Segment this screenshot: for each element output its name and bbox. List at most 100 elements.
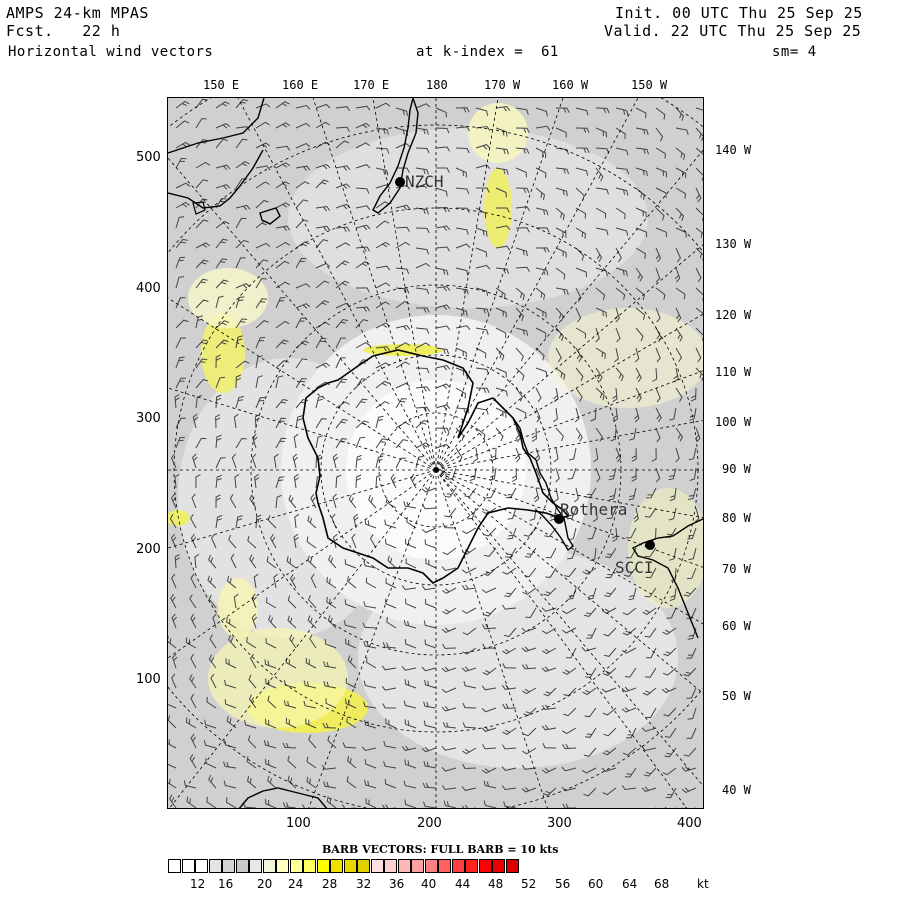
wind-barb	[455, 107, 470, 113]
wind-barb	[195, 394, 203, 409]
wind-barb	[424, 598, 437, 609]
wind-barb	[323, 680, 337, 689]
wind-barb	[369, 534, 377, 549]
wind-barb	[226, 617, 237, 629]
y-tick-label: 200	[136, 542, 161, 557]
wind-barb	[606, 507, 617, 519]
wind-barb	[212, 613, 217, 629]
wind-barb	[235, 138, 248, 149]
australia-south-coastline	[168, 149, 264, 209]
legend-tick-label: 12	[190, 877, 206, 891]
wind-barb	[381, 685, 397, 691]
wind-barb	[375, 201, 390, 209]
wind-barb	[171, 613, 177, 629]
wind-barb	[174, 553, 180, 569]
legend-color-cell	[492, 859, 505, 873]
wind-barb	[646, 487, 657, 499]
wind-barb	[455, 287, 469, 295]
wind-barb	[555, 807, 556, 808]
wind-barb	[306, 536, 317, 549]
wind-barb	[195, 219, 209, 229]
wind-barb	[662, 627, 677, 635]
wind-barb	[275, 417, 287, 429]
wind-barb	[695, 347, 702, 363]
wind-barb	[315, 103, 331, 109]
wind-barb	[415, 262, 431, 269]
wind-barb	[455, 167, 467, 178]
wind-barb	[568, 447, 577, 461]
legend-tick-label: 20	[257, 877, 273, 891]
wind-barb	[602, 707, 617, 716]
wind-barb	[626, 727, 637, 739]
wind-barb	[644, 627, 657, 638]
station-marker-rothera[interactable]	[554, 514, 564, 524]
legend-tick-label: 48	[488, 877, 504, 891]
wind-barb	[610, 427, 617, 442]
station-marker-nzch[interactable]	[395, 177, 405, 187]
wind-barb	[475, 367, 489, 375]
wind-barb	[210, 673, 217, 689]
wind-barb	[641, 786, 657, 792]
wind-barb	[675, 347, 683, 362]
wind-barb	[287, 755, 297, 769]
wind-barb	[522, 747, 537, 755]
wind-barb	[415, 386, 431, 392]
wind-barb	[327, 735, 337, 749]
wind-barb	[662, 806, 676, 808]
lon-label-right: 70 W	[722, 562, 751, 576]
wind-barb	[235, 239, 249, 249]
wind-barb	[266, 597, 277, 609]
wind-barb	[664, 727, 677, 738]
wind-barb	[415, 247, 429, 255]
wind-barb	[185, 717, 197, 729]
wind-barb	[675, 287, 686, 300]
wind-barb	[195, 339, 209, 349]
wind-barb	[575, 307, 582, 323]
wind-barb	[395, 382, 411, 389]
wind-barb	[455, 147, 470, 154]
wind-barb	[662, 667, 677, 676]
wind-barb	[555, 427, 564, 442]
wind-barb	[255, 259, 269, 269]
wind-barb	[615, 327, 621, 343]
wind-barb	[293, 473, 300, 489]
wind-barb	[621, 707, 637, 713]
wind-barb	[326, 576, 337, 589]
wind-barb	[375, 282, 391, 289]
wind-barb	[595, 427, 603, 442]
wind-barb	[669, 487, 677, 502]
wind-barb	[404, 638, 417, 649]
wind-barb	[635, 367, 642, 383]
wind-barb	[683, 747, 697, 757]
init-time: Init. 00 UTC Thu 25 Sep 25	[615, 4, 863, 22]
wind-barb	[626, 527, 637, 539]
wind-barb	[355, 224, 371, 231]
wind-barb	[555, 107, 570, 113]
wind-barb	[315, 300, 330, 309]
wind-barb	[670, 567, 677, 582]
wind-barb	[347, 755, 357, 769]
wind-barb	[461, 786, 477, 791]
wind-barb	[295, 181, 310, 189]
y-tick-label: 300	[136, 411, 161, 426]
wind-barb	[561, 766, 577, 772]
wind-barb	[535, 227, 550, 233]
wind-barb	[366, 657, 377, 669]
wind-barb	[355, 287, 370, 293]
station-marker-scci[interactable]	[645, 540, 655, 550]
wind-barb	[641, 727, 657, 732]
wind-barb	[623, 567, 637, 577]
wind-barb	[461, 567, 477, 574]
wind-barb	[503, 627, 517, 638]
wind-barb	[644, 587, 657, 598]
wind-barb	[473, 447, 479, 463]
wind-barb	[545, 547, 557, 559]
wind-barb	[631, 447, 637, 462]
wind-barb	[171, 673, 177, 689]
wind-barb	[171, 573, 177, 589]
wind-barb	[574, 407, 580, 423]
lon-label-right: 80 W	[722, 511, 751, 525]
wind-map[interactable]	[167, 97, 704, 809]
wind-barb	[174, 473, 180, 489]
wind-barb	[695, 327, 703, 341]
